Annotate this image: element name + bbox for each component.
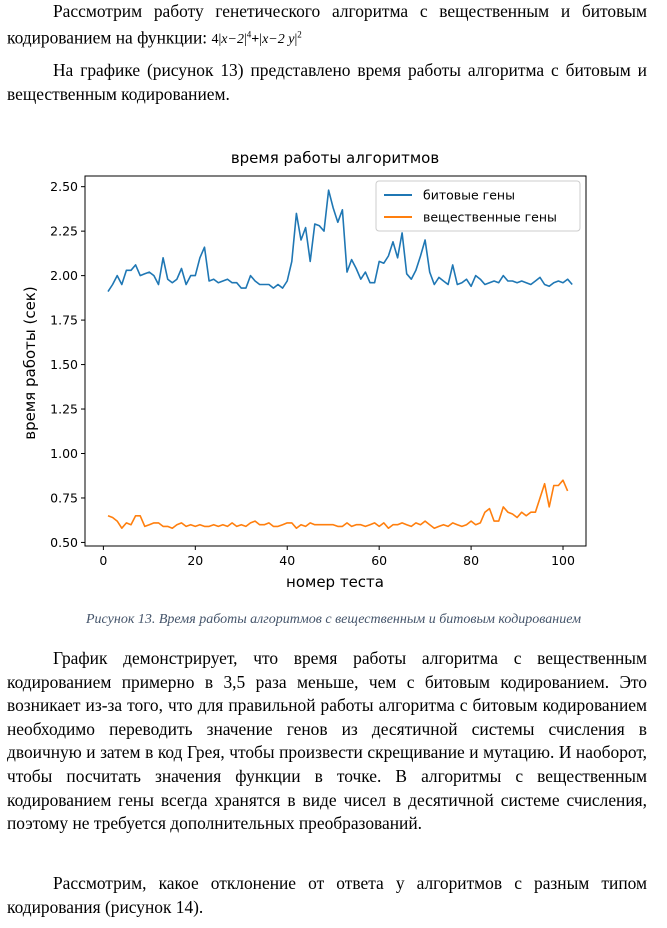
x-tick-label: 80 xyxy=(463,553,479,568)
x-tick-label: 60 xyxy=(371,553,387,568)
axes-frame xyxy=(84,175,587,547)
y-tick-label: 1.50 xyxy=(50,357,78,372)
y-axis-label: время работы (сек) xyxy=(21,286,39,439)
y-tick-label: 1.25 xyxy=(50,402,78,417)
x-tick-label: 20 xyxy=(187,553,203,568)
x-ticks: 0 20 40 60 80 100 xyxy=(99,546,575,568)
series-line-bit-genes xyxy=(107,189,573,293)
paragraph-3: График демонстрирует, что время работы а… xyxy=(7,648,647,834)
figure-caption: Рисунок 13. Время работы алгоритмов с ве… xyxy=(85,612,582,627)
function-formula: 4|x−2|4+|x−2 y|2 xyxy=(211,29,302,48)
y-tick-label: 2.00 xyxy=(50,268,78,283)
x-tick-label: 40 xyxy=(279,553,295,568)
chart-legend: битовые гены вещественные гены xyxy=(375,180,581,232)
y-tick-label: 2.25 xyxy=(50,224,78,239)
y-tick-label: 2.50 xyxy=(50,179,78,194)
y-ticks: 0.50 0.75 1.00 1.25 1.50 1.75 2.00 2.25 2.50 xyxy=(50,179,85,550)
series-lines xyxy=(107,189,573,530)
y-tick-label: 0.50 xyxy=(50,535,78,550)
paragraph-1-text: Рассмотрим работу генетического алгоритм… xyxy=(7,1,647,48)
x-tick-label: 100 xyxy=(551,553,575,568)
legend-label: битовые гены xyxy=(423,188,515,203)
series-line-real-genes xyxy=(107,479,569,530)
y-tick-label: 1.75 xyxy=(50,313,78,328)
legend-label: вещественные гены xyxy=(423,210,557,225)
y-tick-label: 0.75 xyxy=(50,490,78,505)
paragraph-2: На графике (рисунок 13) представлено вре… xyxy=(7,60,647,104)
paragraph-4: Рассмотрим, какое отклонение от ответа у… xyxy=(7,873,647,917)
y-tick-label: 1.00 xyxy=(50,446,78,461)
x-tick-label: 0 xyxy=(99,553,107,568)
runtime-chart: время работы алгоритмов 0.50 0.75 1.00 1.25… xyxy=(21,149,587,591)
paragraph-1: Рассмотрим работу генетического алгоритм… xyxy=(7,0,647,52)
legend-box xyxy=(375,180,581,232)
chart-title: время работы алгоритмов xyxy=(231,149,439,167)
x-axis-label: номер теста xyxy=(286,573,384,591)
plot-area xyxy=(84,175,587,547)
